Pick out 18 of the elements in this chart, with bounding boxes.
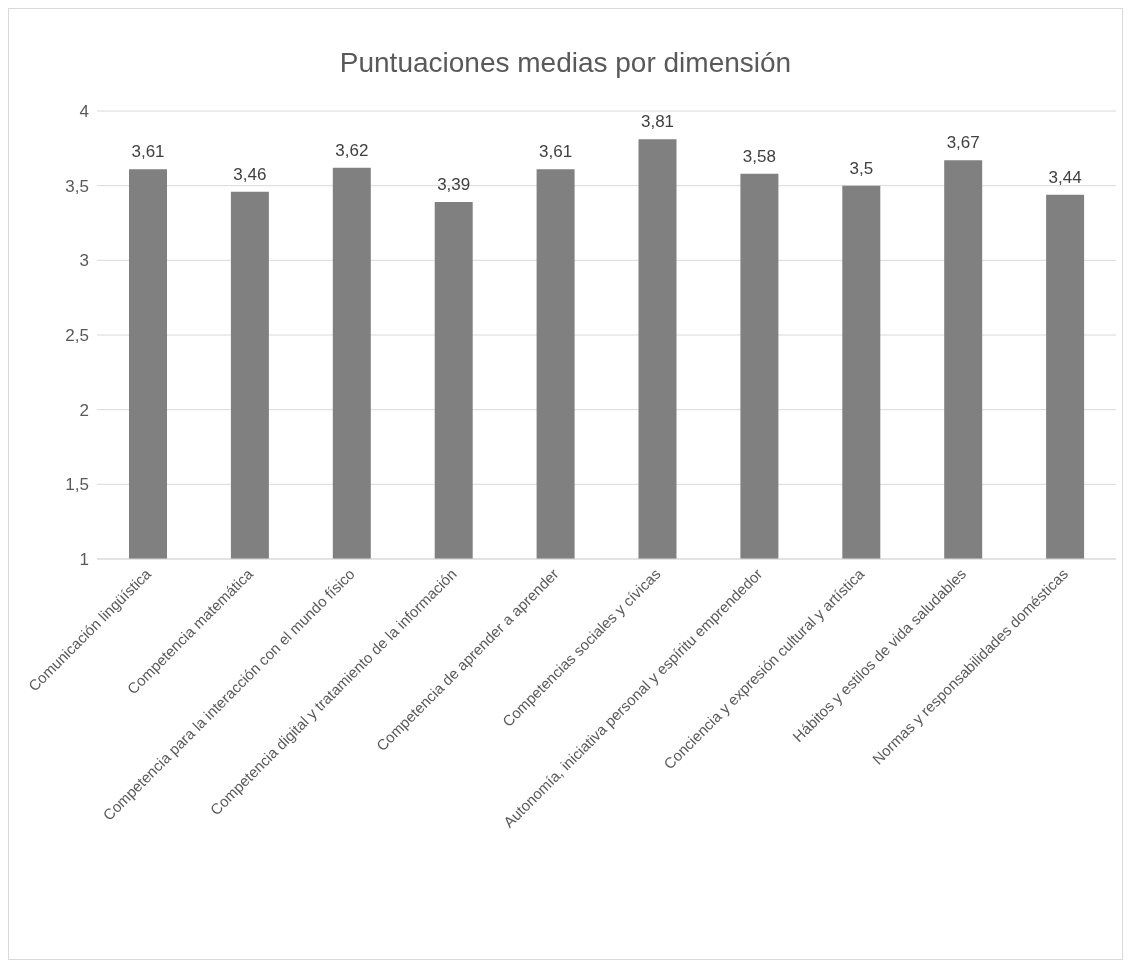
y-tick-label: 3 [79,251,89,271]
data-label: 3,61 [131,142,165,162]
data-label: 3,44 [1048,167,1082,187]
data-label: 3,61 [539,142,573,162]
data-label: 3,58 [742,146,776,166]
data-label: 3,67 [946,133,980,153]
y-tick-label: 1 [79,550,89,570]
y-tick-label: 3,5 [65,176,89,196]
y-tick-label: 4 [79,102,89,122]
data-label: 3,39 [437,175,471,195]
chart-title: Puntuaciones medias por dimensión [338,47,793,79]
data-label: 3,62 [335,140,369,160]
y-tick-label: 2 [79,400,89,420]
data-label: 3,46 [233,164,267,184]
data-label: 3,81 [640,112,675,132]
y-tick-label: 2,5 [65,326,89,346]
y-tick-label: 1,5 [65,475,89,495]
data-label: 3,5 [849,158,874,178]
